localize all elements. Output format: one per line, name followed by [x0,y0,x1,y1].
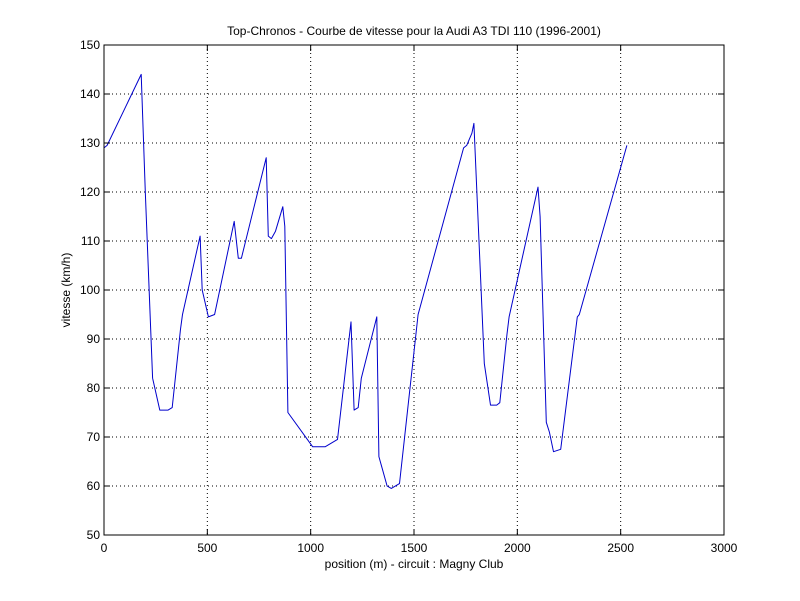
y-tick-label: 150 [80,38,100,52]
tick-marks [103,44,725,536]
x-axis-label: position (m) - circuit : Magny Club [325,557,504,571]
x-tick-label: 3000 [711,541,738,555]
y-tick-label: 130 [80,136,100,150]
x-tick-labels: 0 500 1000 1500 2000 2500 3000 [101,541,738,555]
x-tick-label: 1500 [401,541,428,555]
speed-series-line [103,73,628,489]
x-tick-label: 2500 [607,541,634,555]
grid-lines [104,45,724,535]
series-layer [103,73,628,489]
y-tick-label: 80 [87,381,101,395]
y-tick-labels: 50 60 70 80 90 100 110 120 130 140 150 [80,38,100,542]
x-tick-label: 500 [197,541,217,555]
y-tick-label: 70 [87,430,101,444]
y-tick-label: 50 [87,528,101,542]
y-tick-label: 100 [80,283,100,297]
x-tick-label: 0 [101,541,108,555]
chart-title: Top-Chronos - Courbe de vitesse pour la … [227,24,601,38]
x-tick-label: 1000 [297,541,324,555]
y-tick-label: 140 [80,87,100,101]
y-tick-label: 60 [87,479,101,493]
y-tick-label: 110 [81,234,100,248]
y-axis-label: vitesse (km/h) [59,253,73,328]
x-tick-label: 2000 [504,541,531,555]
y-tick-label: 120 [80,185,100,199]
y-tick-label: 90 [87,332,101,346]
